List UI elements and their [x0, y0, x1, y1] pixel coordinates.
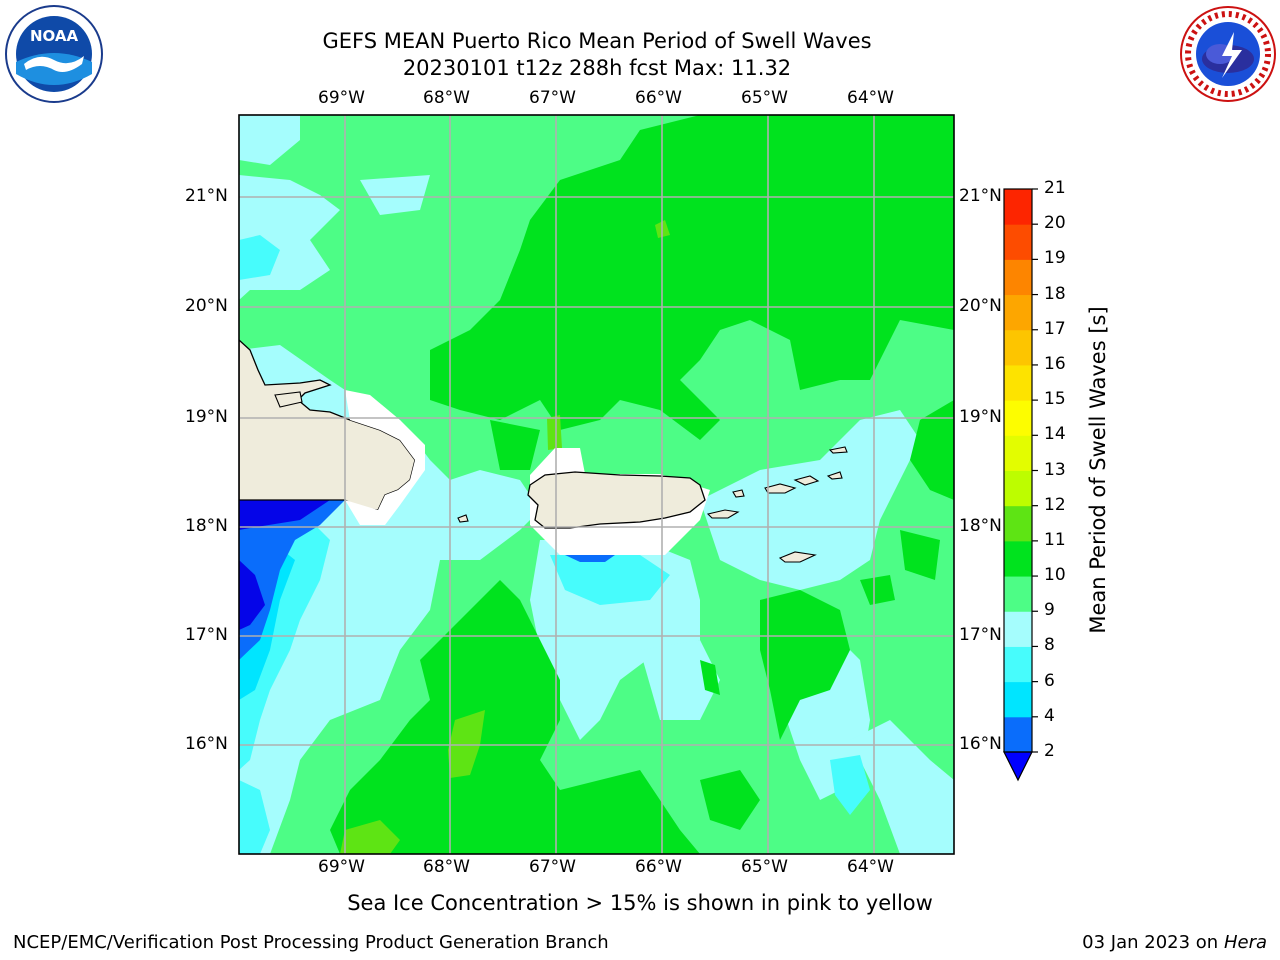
colorbar-tick-label: 19	[1044, 248, 1066, 269]
lat-label-right: 17°N	[959, 625, 1002, 645]
lat-label-left: 21°N	[185, 186, 228, 206]
lat-label-right: 19°N	[959, 407, 1002, 427]
colorbar-segment	[1004, 259, 1032, 296]
colorbar-segment	[1004, 294, 1032, 331]
lat-label-right: 16°N	[959, 734, 1002, 754]
lat-label-right: 20°N	[959, 296, 1002, 316]
hispaniola-mask	[345, 390, 425, 525]
colorbar-segment	[1004, 681, 1032, 718]
colorbar-tick-label: 4	[1044, 705, 1055, 726]
colorbar-tick-label: 8	[1044, 635, 1055, 656]
sea-ice-note: Sea Ice Concentration > 15% is shown in …	[347, 891, 933, 915]
colorbar-segment	[1004, 435, 1032, 471]
colorbar-tick-label: 16	[1044, 353, 1066, 374]
lon-label-bottom: 66°W	[635, 857, 682, 877]
colorbar-segment	[1004, 576, 1032, 612]
islands	[457, 446, 848, 563]
colorbar-tick-label: 11	[1044, 529, 1066, 550]
lon-label-top: 67°W	[529, 88, 576, 108]
footer-date-text: 03 Jan 2023 on	[1082, 932, 1219, 953]
field-2-4	[239, 500, 615, 660]
lat-label-left: 19°N	[185, 407, 228, 427]
colorbar-segment	[1004, 470, 1032, 507]
puerto-rico-land	[527, 471, 706, 529]
colorbar-tick-label: 6	[1044, 670, 1055, 691]
field-under-2	[239, 500, 330, 630]
field-11-12	[340, 220, 670, 854]
lon-label-bottom: 69°W	[318, 857, 365, 877]
colorbar-segment	[1004, 329, 1032, 366]
colorbar-tick-label: 2	[1044, 741, 1055, 761]
lon-label-bottom: 64°W	[847, 857, 894, 877]
footer-branch: NCEP/EMC/Verification Post Processing Pr…	[13, 932, 609, 953]
colorbar-tick-label: 17	[1044, 318, 1066, 339]
colorbar-segment	[1004, 716, 1032, 753]
colorbar-segment	[1004, 189, 1032, 225]
lon-label-bottom: 67°W	[529, 857, 576, 877]
lat-label-left: 20°N	[185, 296, 228, 316]
colorbar-tick-label: 12	[1044, 494, 1066, 515]
footer-host: Hera	[1223, 932, 1267, 953]
chart-title: GEFS MEAN Puerto Rico Mean Period of Swe…	[322, 29, 872, 53]
colorbar-tick-label: 20	[1044, 213, 1066, 234]
colorbar-segment	[1004, 400, 1032, 436]
colorbar-tick-label: 21	[1044, 178, 1066, 198]
chart-subtitle: 20230101 t12z 288h fcst Max: 11.32	[402, 56, 792, 80]
nws-logo	[1180, 6, 1276, 102]
field-6-8	[239, 235, 870, 854]
lat-label-right: 18°N	[959, 516, 1002, 536]
colorbar-tick-label: 9	[1044, 600, 1055, 621]
colorbar-tick-label: 18	[1044, 283, 1066, 304]
colorbar-tick-label: 10	[1044, 565, 1066, 586]
lat-label-left: 18°N	[185, 516, 228, 536]
colorbar-label: Mean Period of Swell Waves [s]	[1086, 306, 1110, 634]
lon-label-top: 68°W	[423, 88, 470, 108]
graticule	[239, 115, 954, 854]
colorbar-segment	[1004, 611, 1032, 647]
lon-label-top: 69°W	[318, 88, 365, 108]
lon-label-top: 64°W	[847, 88, 894, 108]
noaa-logo-text: NOAA	[30, 27, 79, 45]
colorbar-segment	[1004, 224, 1032, 260]
footer-date: 03 Jan 2023 on Hera	[1082, 932, 1267, 953]
lon-label-bottom: 68°W	[423, 857, 470, 877]
colorbar-under-triangle	[1003, 751, 1033, 782]
lon-label-top: 65°W	[741, 88, 788, 108]
lon-label-top: 66°W	[635, 88, 682, 108]
noaa-logo: NOAA	[5, 5, 103, 103]
colorbar-tick-label: 15	[1044, 389, 1066, 410]
lat-label-left: 17°N	[185, 625, 228, 645]
colorbar-segment	[1004, 646, 1032, 683]
lon-label-bottom: 65°W	[741, 857, 788, 877]
map-frame	[238, 114, 955, 855]
colorbar-segment	[1004, 364, 1032, 401]
colorbar-segment	[1004, 540, 1032, 577]
colorbar-tick-label: 14	[1044, 424, 1066, 445]
colorbar-segment	[1004, 505, 1032, 542]
lat-label-right: 21°N	[959, 186, 1002, 206]
colorbar-tick-label: 13	[1044, 459, 1066, 480]
lat-label-left: 16°N	[185, 734, 228, 754]
